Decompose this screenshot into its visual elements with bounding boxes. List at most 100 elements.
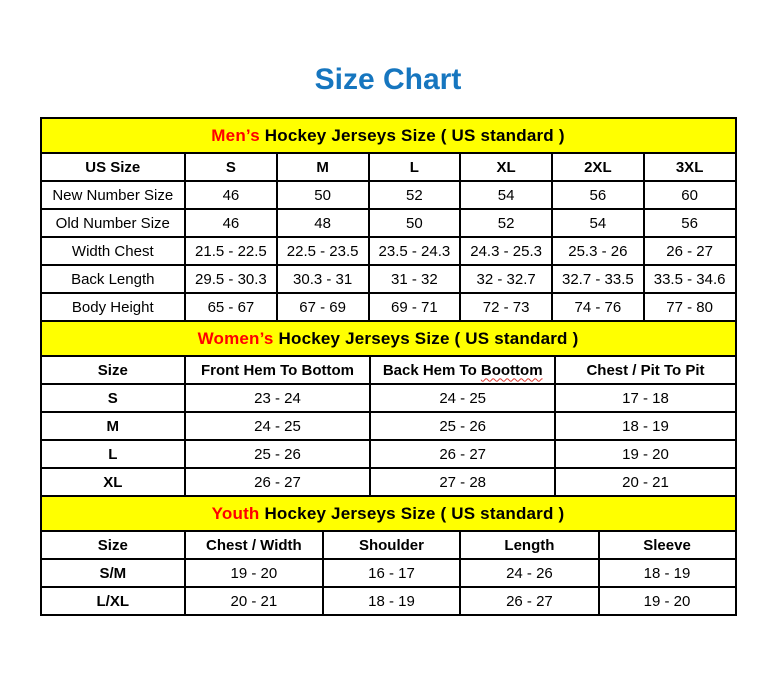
banner-rest-text: Hockey Jerseys Size ( US standard ) [273, 328, 579, 348]
size-row: L 25 - 26 26 - 27 19 - 20 [39, 439, 737, 469]
size-value: 20 - 21 [184, 586, 324, 616]
size-value: 18 - 19 [321, 586, 462, 616]
size-value: 65 - 67 [184, 292, 278, 322]
column-header: 3XL [642, 152, 737, 182]
size-value: 46 [184, 180, 278, 210]
mens-size-table: Men’s Hockey Jerseys Size ( US standard … [39, 117, 737, 322]
column-header-row: Size Front Hem To Bottom Back Hem To Boott… [39, 355, 737, 385]
size-value: 25 - 26 [184, 439, 371, 469]
page-title: Size Chart [314, 63, 462, 96]
size-value: 23.5 - 24.3 [367, 236, 462, 266]
size-value: 52 [367, 180, 462, 210]
column-header: Shoulder [321, 530, 462, 560]
section-banner: Men’s Hockey Jerseys Size ( US standard … [39, 117, 737, 154]
size-value: 29.5 - 30.3 [184, 264, 278, 294]
size-value: 23 - 24 [184, 383, 371, 413]
youth-size-table: Youth Hockey Jerseys Size ( US standard … [39, 495, 737, 616]
size-row: Body Height 65 - 67 67 - 69 69 - 71 72 - 73 7… [39, 292, 737, 322]
banner-highlight-text: Men’s [211, 125, 260, 145]
size-value: 50 [367, 208, 462, 238]
size-value: 74 - 76 [550, 292, 645, 322]
size-value: 31 - 32 [367, 264, 462, 294]
size-value: 18 - 19 [597, 558, 737, 588]
banner-rest-text: Hockey Jerseys Size ( US standard ) [259, 503, 565, 523]
size-value: 18 - 19 [554, 411, 737, 441]
row-label: XL [39, 467, 187, 497]
size-value: 17 - 18 [554, 383, 737, 413]
size-value: 32.7 - 33.5 [550, 264, 645, 294]
size-value: 19 - 20 [554, 439, 737, 469]
size-value: 56 [642, 208, 737, 238]
size-value: 22.5 - 23.5 [275, 236, 370, 266]
section-banner: Women’s Hockey Jerseys Size ( US standar… [39, 320, 737, 357]
size-value: 27 - 28 [368, 467, 557, 497]
row-label: Back Length [39, 264, 187, 294]
size-row: S 23 - 24 24 - 25 17 - 18 [39, 383, 737, 413]
column-header: Length [459, 530, 600, 560]
size-row: New Number Size 46 50 52 54 56 60 [39, 180, 737, 210]
size-value: 72 - 73 [459, 292, 553, 322]
womens-size-table: Women’s Hockey Jerseys Size ( US standar… [39, 320, 737, 497]
size-row: Back Length 29.5 - 30.3 30.3 - 31 31 - 32 32… [39, 264, 737, 294]
column-header: L [367, 152, 462, 182]
size-value: 50 [275, 180, 370, 210]
size-value: 26 - 27 [184, 467, 371, 497]
section-banner-row: Women’s Hockey Jerseys Size ( US standar… [39, 320, 737, 357]
size-value: 20 - 21 [554, 467, 737, 497]
size-value: 69 - 71 [367, 292, 462, 322]
column-header: 2XL [550, 152, 645, 182]
banner-highlight-text: Women’s [197, 328, 274, 348]
column-header: S [184, 152, 278, 182]
size-value: 19 - 20 [597, 586, 737, 616]
size-value: 77 - 80 [642, 292, 737, 322]
row-label: Body Height [39, 292, 187, 322]
size-value: 48 [275, 208, 370, 238]
row-label: New Number Size [39, 180, 187, 210]
size-row: Width Chest 21.5 - 22.5 22.5 - 23.5 23.5 - … [39, 236, 737, 266]
column-header: Chest / Pit To Pit [554, 355, 737, 385]
size-value: 33.5 - 34.6 [642, 264, 737, 294]
row-label: Width Chest [39, 236, 187, 266]
row-label: L [39, 439, 187, 469]
size-value: 24 - 25 [184, 411, 371, 441]
size-value: 46 [184, 208, 278, 238]
column-header: Size [39, 355, 187, 385]
size-value: 26 - 27 [368, 439, 557, 469]
size-value: 30.3 - 31 [275, 264, 370, 294]
size-row: XL 26 - 27 27 - 28 20 - 21 [39, 467, 737, 497]
row-label: L/XL [39, 586, 187, 616]
column-header: Chest / Width [184, 530, 324, 560]
size-value: 56 [550, 180, 645, 210]
banner-rest-text: Hockey Jerseys Size ( US standard ) [259, 125, 565, 145]
size-value: 60 [642, 180, 737, 210]
size-value: 24 - 25 [368, 383, 557, 413]
misspelled-word: Boottom [480, 361, 543, 379]
column-header: XL [459, 152, 553, 182]
size-value: 25 - 26 [368, 411, 557, 441]
size-value: 21.5 - 22.5 [184, 236, 278, 266]
column-header: Back Hem To Boottom [368, 355, 557, 385]
size-value: 16 - 17 [321, 558, 462, 588]
banner-highlight-text: Youth [211, 503, 260, 523]
column-header: US Size [39, 152, 187, 182]
size-row: L/XL 20 - 21 18 - 19 26 - 27 19 - 20 [39, 586, 737, 616]
section-banner-row: Youth Hockey Jerseys Size ( US standard … [39, 495, 737, 532]
size-chart-container: Men’s Hockey Jerseys Size ( US standard … [39, 117, 737, 616]
column-header: Size [39, 530, 187, 560]
column-header-row: US Size S M L XL 2XL 3XL [39, 152, 737, 182]
size-value: 52 [459, 208, 553, 238]
size-value: 32 - 32.7 [459, 264, 553, 294]
column-header-row: Size Chest / Width Shoulder Length Sleeve [39, 530, 737, 560]
column-header: M [275, 152, 370, 182]
size-value: 24 - 26 [459, 558, 600, 588]
size-value: 25.3 - 26 [550, 236, 645, 266]
section-banner-row: Men’s Hockey Jerseys Size ( US standard … [39, 117, 737, 154]
row-label: Old Number Size [39, 208, 187, 238]
size-value: 19 - 20 [184, 558, 324, 588]
size-value: 54 [459, 180, 553, 210]
row-label: S [39, 383, 187, 413]
size-value: 24.3 - 25.3 [459, 236, 553, 266]
size-row: Old Number Size 46 48 50 52 54 56 [39, 208, 737, 238]
size-row: M 24 - 25 25 - 26 18 - 19 [39, 411, 737, 441]
size-value: 54 [550, 208, 645, 238]
